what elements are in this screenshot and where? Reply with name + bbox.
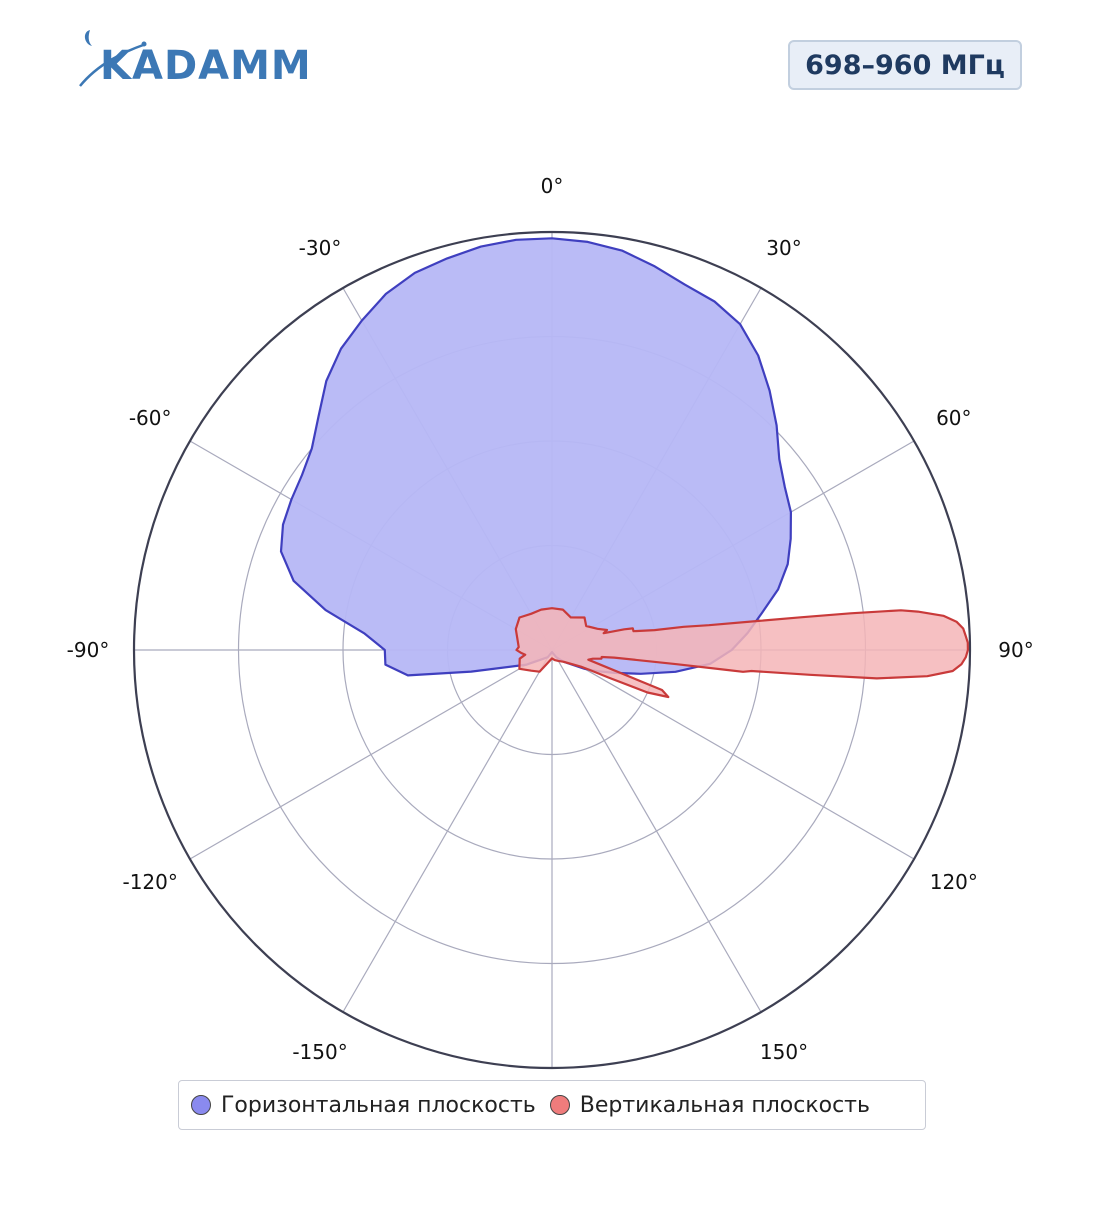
polar-series: [279, 237, 969, 699]
tick-label-30: 30°: [766, 236, 801, 260]
tick-label-90: 90°: [998, 638, 1033, 662]
tick-label-neg30: -30°: [299, 236, 342, 260]
brand-name: KADAMM: [100, 43, 312, 89]
logo-swoosh-icon: [79, 30, 147, 87]
outer-ring: [132, 230, 972, 1070]
vertical-swatch-icon: [549, 1095, 570, 1115]
tick-label-neg120: -120°: [122, 870, 177, 894]
vertical-pattern: [514, 607, 969, 699]
horizontal-swatch-icon: [191, 1095, 211, 1115]
frequency-badge: 698–960 МГц: [788, 40, 1022, 90]
legend-label-horizontal: Горизонтальная плоскость: [221, 1092, 536, 1118]
angular-tick-labels: 0° 30° 60° 90° 120° 150° -150° -120° -90° -60° -30…: [67, 174, 1034, 1064]
horizontal-pattern: [279, 237, 792, 677]
tick-label-neg150: -150°: [292, 1040, 347, 1064]
tick-label-neg90: -90°: [67, 638, 110, 662]
kadamm-logo: [78, 24, 298, 94]
legend-item-horizontal[interactable]: Горизонтальная плоскость: [191, 1093, 536, 1118]
legend: Горизонтальная плоскость Вертикальная пл…: [178, 1080, 926, 1130]
tick-label-0: 0°: [541, 174, 564, 198]
legend-label-vertical: Вертикальная плоскость: [579, 1092, 870, 1118]
tick-label-150: 150°: [760, 1040, 808, 1064]
tick-label-120: 120°: [930, 870, 978, 894]
tick-label-neg60: -60°: [129, 406, 172, 430]
tick-label-60: 60°: [936, 406, 971, 430]
legend-item-vertical[interactable]: Вертикальная плоскость: [549, 1092, 870, 1118]
